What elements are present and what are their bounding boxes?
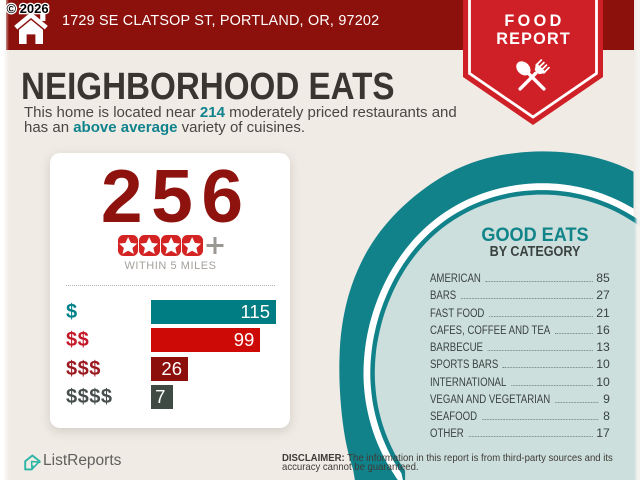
svg-text:FOOD: FOOD [504, 12, 564, 30]
svg-text:REPORT: REPORT [496, 30, 571, 48]
